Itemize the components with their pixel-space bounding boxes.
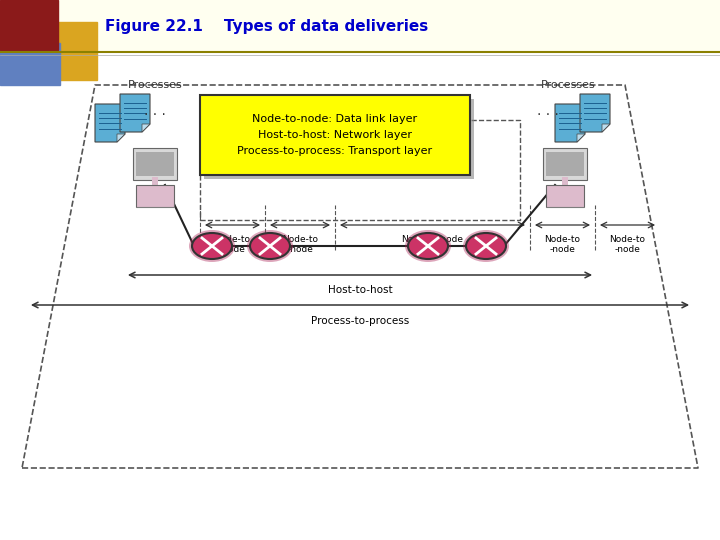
Bar	[35, 22, 97, 80]
Text: Node-to-node: Data link layer
Host-to-host: Network layer
Process-to-process: Tr: Node-to-node: Data link layer Host-to-ho…	[238, 114, 433, 156]
Ellipse shape	[192, 233, 232, 259]
Ellipse shape	[250, 233, 290, 259]
Ellipse shape	[408, 233, 448, 259]
Text: Process-to-process: Process-to-process	[311, 316, 409, 326]
Text: Processes: Processes	[541, 80, 595, 90]
Polygon shape	[142, 124, 150, 132]
Text: Node-to
-node: Node-to -node	[544, 235, 580, 254]
Ellipse shape	[247, 230, 293, 262]
Polygon shape	[577, 134, 585, 142]
Bar	[546, 152, 584, 176]
Bar	[152, 177, 158, 185]
Polygon shape	[555, 104, 585, 142]
Bar	[204, 99, 474, 179]
Text: Figure 22.1    Types of data deliveries: Figure 22.1 Types of data deliveries	[105, 18, 428, 33]
Bar	[136, 185, 174, 207]
Text: Host-to-host: Host-to-host	[328, 285, 392, 295]
Text: Node-to-node: Node-to-node	[402, 235, 464, 244]
Ellipse shape	[189, 230, 235, 262]
Text: · · ·: · · ·	[537, 108, 559, 122]
Polygon shape	[580, 94, 610, 132]
Polygon shape	[95, 104, 125, 142]
Ellipse shape	[466, 233, 506, 259]
Bar	[136, 152, 174, 176]
Bar	[562, 177, 568, 185]
Text: Node-to
-node: Node-to -node	[215, 235, 251, 254]
Text: Node-to
-node: Node-to -node	[282, 235, 318, 254]
Text: · · ·: · · ·	[144, 108, 166, 122]
Bar	[55, 0, 720, 50]
Text: Processes: Processes	[127, 80, 182, 90]
Ellipse shape	[463, 230, 509, 262]
Bar	[200, 95, 470, 175]
Bar	[0, 0, 58, 50]
Bar	[546, 185, 584, 207]
Ellipse shape	[405, 230, 451, 262]
Bar	[0, 43, 60, 85]
Polygon shape	[117, 134, 125, 142]
Text: Node-to
-node: Node-to -node	[610, 235, 646, 254]
Text: Internet: Internet	[336, 130, 384, 143]
Bar	[133, 148, 177, 180]
Polygon shape	[602, 124, 610, 132]
Bar	[543, 148, 587, 180]
Polygon shape	[120, 94, 150, 132]
